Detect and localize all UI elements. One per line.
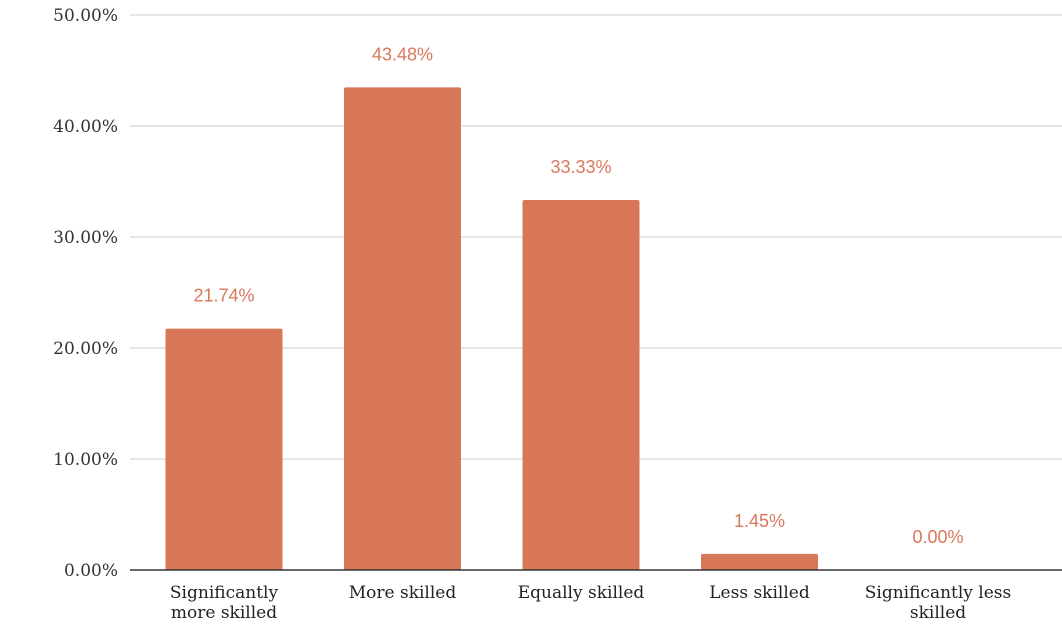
- y-tick-label: 50.00%: [53, 6, 118, 26]
- bar: [701, 553, 818, 570]
- data-label: 43.48%: [372, 44, 433, 64]
- bar: [165, 328, 283, 570]
- data-label: 1.45%: [734, 511, 785, 531]
- data-label: 33.33%: [550, 157, 611, 177]
- y-axis-tick-labels: 0.00% 10.00% 20.00% 30.00% 40.00% 50.00%: [53, 6, 118, 581]
- bars: [165, 87, 818, 571]
- x-tick-label: Less skilled: [709, 583, 810, 603]
- x-tick-label: more skilled: [171, 603, 277, 623]
- data-labels: 21.74% 43.48% 33.33% 1.45% 0.00%: [193, 44, 963, 547]
- data-label: 0.00%: [912, 527, 963, 547]
- y-tick-label: 10.00%: [53, 450, 118, 470]
- data-label: 21.74%: [193, 286, 254, 306]
- x-tick-label: Significantly: [170, 583, 279, 603]
- bar: [344, 87, 461, 570]
- x-tick-label: More skilled: [349, 583, 457, 603]
- x-tick-label: skilled: [910, 603, 966, 623]
- y-tick-label: 20.00%: [53, 339, 118, 359]
- x-tick-label: Significantly less: [865, 583, 1012, 603]
- y-tick-label: 30.00%: [53, 228, 118, 248]
- x-tick-label: Equally skilled: [518, 583, 645, 603]
- y-tick-label: 0.00%: [64, 561, 118, 581]
- bar: [522, 200, 640, 571]
- y-tick-label: 40.00%: [53, 117, 118, 137]
